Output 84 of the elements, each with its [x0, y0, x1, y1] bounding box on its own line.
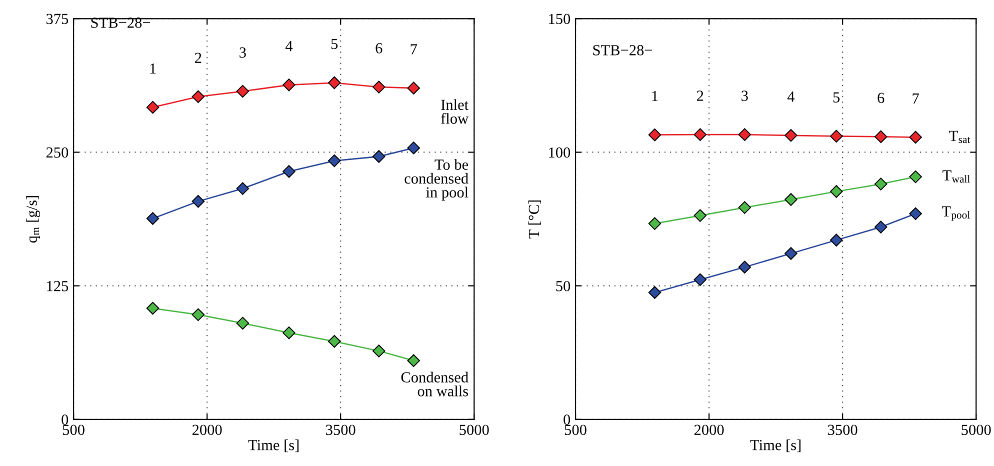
series-label: T$_{pool}$ — [942, 206, 970, 221]
x-tick-label: 500 — [62, 424, 84, 436]
annotation: 4 — [787, 92, 795, 102]
y-tick-label: 100 — [549, 147, 570, 158]
point — [407, 354, 420, 367]
x-tick-label: 5000 — [962, 424, 991, 436]
x-tick-label: 3500 — [326, 424, 356, 436]
point — [236, 182, 250, 195]
annotation: 3 — [240, 47, 246, 58]
point — [648, 128, 662, 142]
annotation: 6 — [376, 43, 382, 54]
x-tick-label: 5000 — [460, 424, 489, 436]
y-tick-label: 125 — [47, 280, 68, 292]
point — [694, 209, 707, 222]
point — [738, 201, 752, 214]
point — [738, 260, 752, 274]
annotation: 1 — [652, 90, 658, 102]
point — [146, 212, 160, 225]
point — [328, 154, 341, 168]
annotation: 3 — [742, 90, 748, 101]
point — [874, 130, 888, 144]
point — [328, 335, 341, 348]
annotation: STB−28− — [593, 45, 652, 56]
x-tick-label: 2000 — [694, 424, 724, 436]
y-axis-title: q$_{m}$ [g/s] — [26, 196, 40, 243]
x-axis-title: Time [s] — [248, 440, 299, 452]
point — [648, 217, 662, 230]
annotation: 7 — [410, 44, 417, 54]
legend-label: T$_{wall}$ — [942, 170, 970, 183]
legend-label: To be condensed in pool — [404, 159, 468, 201]
annotation: 1 — [150, 63, 156, 74]
point — [830, 130, 843, 143]
x-axis-title: Time [s] — [750, 440, 801, 452]
point — [407, 82, 420, 94]
annotation: 5 — [331, 38, 338, 50]
y-tick-label: 250 — [46, 147, 68, 158]
y-tick-label: 150 — [549, 14, 570, 24]
x-tick-label: 500 — [564, 424, 586, 436]
point — [694, 128, 707, 141]
annotation: 2 — [697, 90, 704, 101]
x-tick-label: 2000 — [192, 424, 222, 436]
point — [372, 150, 386, 163]
y-tick-label: 0 — [564, 414, 570, 425]
point — [738, 128, 752, 141]
point — [694, 273, 707, 286]
point — [192, 308, 205, 322]
point — [648, 286, 662, 299]
point — [909, 207, 922, 220]
series-label: Condensed on walls — [401, 372, 468, 396]
series-label: T$_{sat}$ — [949, 130, 970, 144]
point — [282, 165, 296, 178]
point — [784, 247, 798, 260]
point — [407, 142, 420, 154]
x-tick-label: 3500 — [828, 424, 858, 436]
annotation: 7 — [912, 93, 919, 104]
point — [236, 316, 250, 330]
point — [282, 78, 296, 92]
point — [192, 90, 205, 104]
annotation: 6 — [878, 92, 884, 104]
y-tick-label: 0 — [62, 414, 68, 425]
point — [830, 234, 843, 247]
point — [909, 170, 922, 184]
annotation: 2 — [195, 52, 202, 63]
point — [830, 185, 843, 198]
y-tick-label: 50 — [556, 280, 570, 292]
point — [784, 129, 798, 142]
annotation: STB−28− — [91, 18, 150, 28]
y-tick-label: 375 — [46, 14, 68, 24]
point — [372, 80, 386, 94]
y-axis-title: T [°C] — [528, 200, 541, 238]
point — [874, 220, 888, 234]
point — [328, 76, 341, 90]
point — [236, 84, 250, 98]
point — [146, 100, 160, 114]
point — [372, 344, 386, 358]
point — [192, 195, 205, 208]
series-label: Inlet flow — [441, 99, 469, 124]
annotation: 5 — [833, 92, 840, 103]
point — [784, 193, 798, 206]
annotation: 4 — [285, 41, 293, 52]
point — [909, 130, 922, 144]
point — [874, 178, 888, 190]
point — [282, 326, 296, 340]
point — [146, 302, 160, 315]
